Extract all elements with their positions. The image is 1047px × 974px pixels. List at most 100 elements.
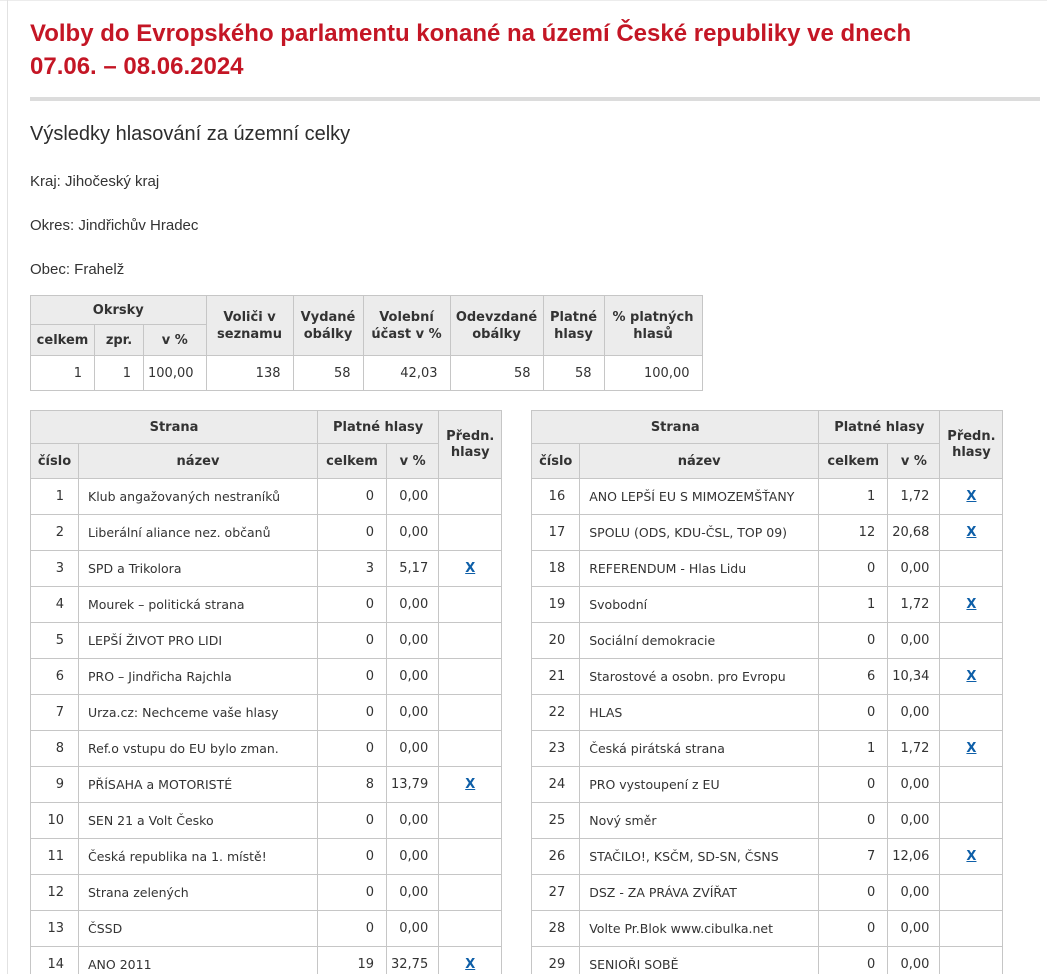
value-volebni-ucast: 42,03 xyxy=(362,355,451,391)
header-volebni-ucast: Volební účast v % xyxy=(362,295,451,356)
pref-votes-cell: X xyxy=(438,946,503,974)
header-okrsky-zpr: zpr. xyxy=(94,324,144,356)
header-pct-platnych-hlasu: % platných hlasů xyxy=(603,295,703,356)
party-name-cell: ANO 2011 xyxy=(78,946,318,974)
party-percent-cell: 1,72 xyxy=(887,586,941,623)
party-votes-cell: 0 xyxy=(818,622,889,659)
party-name-cell: Liberální aliance nez. občanů xyxy=(78,514,318,551)
party-name-cell: PRO vystoupení z EU xyxy=(579,766,820,803)
header-okrsky: Okrsky xyxy=(30,295,207,325)
pref-votes-link[interactable]: X xyxy=(966,741,977,756)
page-title-line2: 07.06. – 08.06.2024 xyxy=(30,53,244,80)
party-row: 2 Liberální aliance nez. občanů 0 0,00 xyxy=(30,514,503,551)
party-number-cell: 23 xyxy=(531,730,581,767)
party-percent-cell: 0,00 xyxy=(887,550,941,587)
pref-votes-link[interactable]: X xyxy=(465,561,476,576)
party-number-cell: 11 xyxy=(30,838,79,875)
party-votes-cell: 0 xyxy=(317,658,387,695)
party-row: 21 Starostové a osobn. pro Evropu 6 10,3… xyxy=(531,658,1004,695)
pref-votes-cell xyxy=(438,910,503,947)
header-volici-v-seznamu: Voliči v seznamu xyxy=(205,295,294,356)
party-row: 29 SENIOŘI SOBĚ 0 0,00 xyxy=(531,946,1004,974)
pref-votes-cell xyxy=(438,622,503,659)
header-predn-hlasy: Předn. hlasy xyxy=(939,410,1004,479)
party-percent-cell: 0,00 xyxy=(385,910,440,947)
party-row: 12 Strana zelených 0 0,00 xyxy=(30,874,503,911)
value-okrsky-v-pct: 100,00 xyxy=(143,355,207,391)
header-v-pct: v % xyxy=(385,443,440,479)
party-row: 23 Česká pirátská strana 1 1,72 X xyxy=(531,730,1004,767)
party-number-cell: 14 xyxy=(30,946,79,974)
pref-votes-cell xyxy=(438,658,503,695)
pref-votes-link[interactable]: X xyxy=(465,777,476,792)
pref-votes-link[interactable]: X xyxy=(465,957,476,972)
party-row: 16 ANO LEPŠÍ EU S MIMOZEMŠŤANY 1 1,72 X xyxy=(531,478,1004,515)
pref-votes-cell xyxy=(438,586,503,623)
party-percent-cell: 0,00 xyxy=(887,766,941,803)
party-row: 28 Volte Pr.Blok www.cibulka.net 0 0,00 xyxy=(531,910,1004,947)
pref-votes-cell xyxy=(438,874,503,911)
party-row: 8 Ref.o vstupu do EU bylo zman. 0 0,00 xyxy=(30,730,503,767)
party-row: 4 Mourek – politická strana 0 0,00 xyxy=(30,586,503,623)
pref-votes-cell: X xyxy=(939,658,1004,695)
party-row: 11 Česká republika na 1. místě! 0 0,00 xyxy=(30,838,503,875)
party-name-cell: PRO – Jindřicha Rajchla xyxy=(78,658,318,695)
party-name-cell: ČSSD xyxy=(78,910,318,947)
party-name-cell: SPD a Trikolora xyxy=(78,550,318,587)
party-name-cell: STAČILO!, KSČM, SD-SN, ČSNS xyxy=(579,838,820,875)
party-percent-cell: 13,79 xyxy=(385,766,440,803)
party-votes-cell: 0 xyxy=(317,730,387,767)
party-row: 13 ČSSD 0 0,00 xyxy=(30,910,503,947)
party-name-cell: Volte Pr.Blok www.cibulka.net xyxy=(579,910,820,947)
pref-votes-link[interactable]: X xyxy=(966,849,977,864)
value-volici-v-seznamu: 138 xyxy=(205,355,294,391)
party-number-cell: 4 xyxy=(30,586,79,623)
party-name-cell: Urza.cz: Nechceme vaše hlasy xyxy=(78,694,318,731)
party-name-cell: Klub angažovaných nestraníků xyxy=(78,478,318,515)
party-name-cell: Starostové a osobn. pro Evropu xyxy=(579,658,820,695)
header-cislo: číslo xyxy=(30,443,79,479)
party-name-cell: Česká pirátská strana xyxy=(579,730,820,767)
party-percent-cell: 0,00 xyxy=(385,514,440,551)
party-name-cell: SPOLU (ODS, KDU-ČSL, TOP 09) xyxy=(579,514,820,551)
party-number-cell: 19 xyxy=(531,586,581,623)
party-votes-cell: 6 xyxy=(818,658,889,695)
party-votes-cell: 1 xyxy=(818,730,889,767)
party-number-cell: 2 xyxy=(30,514,79,551)
pref-votes-cell xyxy=(939,910,1004,947)
header-vydane-obalky: Vydané obálky xyxy=(292,295,364,356)
party-votes-cell: 0 xyxy=(818,802,889,839)
party-row: 18 REFERENDUM - Hlas Lidu 0 0,00 xyxy=(531,550,1004,587)
value-okrsky-zpr: 1 xyxy=(94,355,144,391)
party-percent-cell: 0,00 xyxy=(385,730,440,767)
party-percent-cell: 0,00 xyxy=(887,946,941,974)
party-percent-cell: 0,00 xyxy=(385,478,440,515)
party-percent-cell: 1,72 xyxy=(887,478,941,515)
party-percent-cell: 1,72 xyxy=(887,730,941,767)
party-votes-cell: 0 xyxy=(818,766,889,803)
party-percent-cell: 0,00 xyxy=(385,694,440,731)
party-votes-cell: 0 xyxy=(818,694,889,731)
party-name-cell: LEPŠÍ ŽIVOT PRO LIDI xyxy=(78,622,318,659)
party-number-cell: 10 xyxy=(30,802,79,839)
party-name-cell: PŘÍSAHA a MOTORISTÉ xyxy=(78,766,318,803)
header-odevzdane-obalky: Odevzdané obálky xyxy=(449,295,544,356)
pref-votes-link[interactable]: X xyxy=(966,597,977,612)
pref-votes-link[interactable]: X xyxy=(966,525,977,540)
party-results-section: Strana Platné hlasy Předn. hlasy číslo n… xyxy=(30,410,1040,974)
pref-votes-cell xyxy=(939,874,1004,911)
turnout-summary-row: 1 1 100,00 138 58 42,03 58 58 100,00 xyxy=(30,355,703,391)
value-platne-hlasy: 58 xyxy=(542,355,605,391)
header-cislo: číslo xyxy=(531,443,581,479)
party-percent-cell: 0,00 xyxy=(385,838,440,875)
party-name-cell: Nový směr xyxy=(579,802,820,839)
value-okrsky-celkem: 1 xyxy=(30,355,95,391)
party-results-table-right: Strana Platné hlasy Předn. hlasy číslo n… xyxy=(531,410,1004,974)
page-left-border xyxy=(7,0,8,974)
header-okrsky-v-pct: v % xyxy=(143,324,207,356)
pref-votes-link[interactable]: X xyxy=(966,669,977,684)
party-number-cell: 24 xyxy=(531,766,581,803)
header-nazev: název xyxy=(78,443,318,479)
pref-votes-link[interactable]: X xyxy=(966,489,977,504)
party-votes-cell: 0 xyxy=(317,874,387,911)
